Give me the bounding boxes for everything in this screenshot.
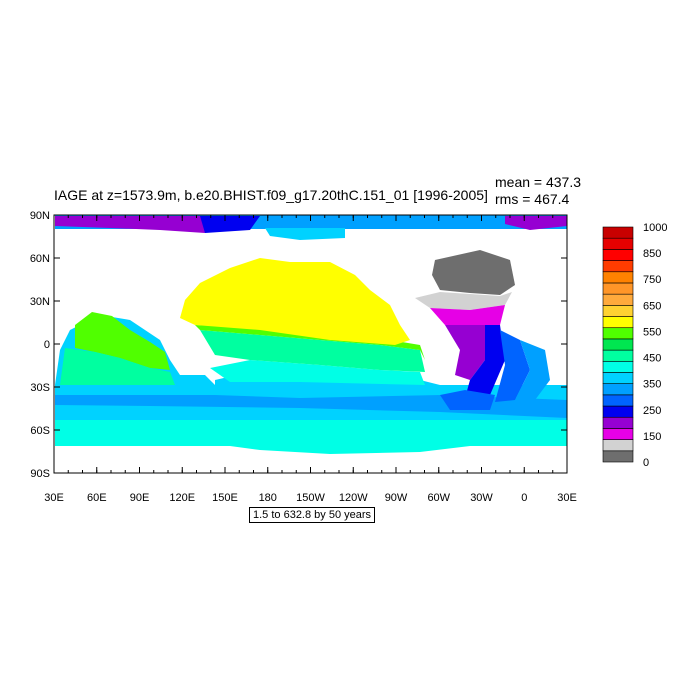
lat-ticks: 90N 60N 30N 0 30S 60S 90S <box>30 210 567 480</box>
colorbar-swatch <box>602 316 634 329</box>
colorbar-swatch <box>602 383 634 396</box>
lon-tick-label: 90W <box>385 492 408 504</box>
pacific-teal <box>210 360 425 385</box>
colorbar-swatch <box>602 293 634 306</box>
mean-stat: mean = 437.3 <box>495 174 582 190</box>
colorbar-swatch <box>602 405 634 418</box>
colorbar-label: 650 <box>643 300 661 312</box>
pacific-lime <box>195 325 425 360</box>
colorbar-label: 250 <box>643 405 661 417</box>
indian-ocean-green <box>75 312 170 370</box>
colorbar-label: 150 <box>643 431 661 443</box>
arctic-purple-east <box>505 216 567 230</box>
arctic-darkblue <box>200 216 260 233</box>
atlantic-magenta <box>430 305 505 330</box>
plot-title: IAGE at z=1573.9m, b.e20.BHIST.f09_g17.2… <box>54 187 488 203</box>
colorbar-swatch <box>602 372 634 384</box>
contour-info-box: 1.5 to 632.8 by 50 years <box>249 507 376 523</box>
colorbar-swatch <box>602 305 634 317</box>
lon-tick-label: 120W <box>339 492 368 504</box>
atlantic-lightgray <box>415 292 512 310</box>
indian-ocean-teal <box>60 348 175 385</box>
colorbar-swatch <box>602 450 634 463</box>
lon-tick-label: 180 <box>259 492 277 504</box>
lon-tick-label: 150W <box>296 492 325 504</box>
colorbar-swatch <box>602 327 634 340</box>
colorbar-label: 550 <box>643 326 661 338</box>
colorbar-label: 350 <box>643 379 661 391</box>
lat-tick-label: 90N <box>30 210 50 222</box>
colorbar-swatch <box>602 428 634 440</box>
colorbar-swatch <box>602 282 634 295</box>
rms-stat: rms = 467.4 <box>495 191 570 207</box>
colorbar-swatch <box>602 394 634 407</box>
lat-tick-label: 30S <box>30 382 50 394</box>
colorbar-swatch <box>602 338 634 351</box>
lon-tick-label: 30W <box>470 492 493 504</box>
colorbar-label: 450 <box>643 353 661 365</box>
atlantic-southwest <box>440 390 495 410</box>
colorbar-swatch <box>602 249 634 261</box>
lat-tick-label: 90S <box>30 468 50 480</box>
colorbar-label: 1000 <box>643 222 667 234</box>
southern-ocean-cyan <box>55 420 567 446</box>
atlantic-sky-east <box>515 340 550 400</box>
map-axes: 90N 60N 30N 0 30S 60S 90S 30E 60E 90E 120E 150E 180… <box>30 210 577 504</box>
lat-tick-label: 60S <box>30 425 50 437</box>
colorbar-swatch <box>602 260 634 273</box>
colorbar-label: 750 <box>643 274 661 286</box>
atlantic-darkblue <box>465 325 505 398</box>
lon-tick-label: 30E <box>557 492 577 504</box>
colorbar-swatch <box>602 416 634 429</box>
arctic-cyan <box>265 228 345 240</box>
colorbar-swatch <box>602 349 634 362</box>
arctic-purple-west <box>55 216 210 233</box>
lon-tick-label: 150E <box>212 492 238 504</box>
lon-tick-label: 0 <box>521 492 527 504</box>
colorbar-swatch <box>602 237 634 250</box>
southern-ocean-blue <box>55 395 567 418</box>
atlantic-blue-east <box>495 330 530 402</box>
lat-tick-label: 60N <box>30 253 50 265</box>
colorbar-label: 0 <box>643 457 649 469</box>
lon-tick-label: 120E <box>169 492 195 504</box>
colorbar-swatch <box>602 271 634 284</box>
lon-ticks: 30E 60E 90E 120E 150E 180 150W 120W 90W 60W 30W 0 30… <box>44 215 577 504</box>
colorbar: 0 150 250 350 450 550 650 750 850 1000 <box>602 222 667 469</box>
lat-tick-label: 30N <box>30 296 50 308</box>
colorbar-swatch <box>602 360 634 373</box>
atlantic-purple <box>445 325 490 380</box>
colorbar-swatch <box>602 439 634 452</box>
lon-tick-label: 30E <box>44 492 64 504</box>
colorbar-swatch <box>602 226 634 239</box>
lon-tick-label: 60E <box>87 492 107 504</box>
lat-tick-label: 0 <box>44 339 50 351</box>
lon-tick-label: 60W <box>427 492 450 504</box>
pacific-yellow <box>180 258 410 345</box>
southern-tail <box>230 446 470 454</box>
colorbar-label: 850 <box>643 248 661 260</box>
atlantic-gray-north <box>432 250 515 295</box>
pacific-green <box>200 330 425 372</box>
lon-tick-label: 90E <box>130 492 150 504</box>
ocean-field <box>55 215 567 454</box>
